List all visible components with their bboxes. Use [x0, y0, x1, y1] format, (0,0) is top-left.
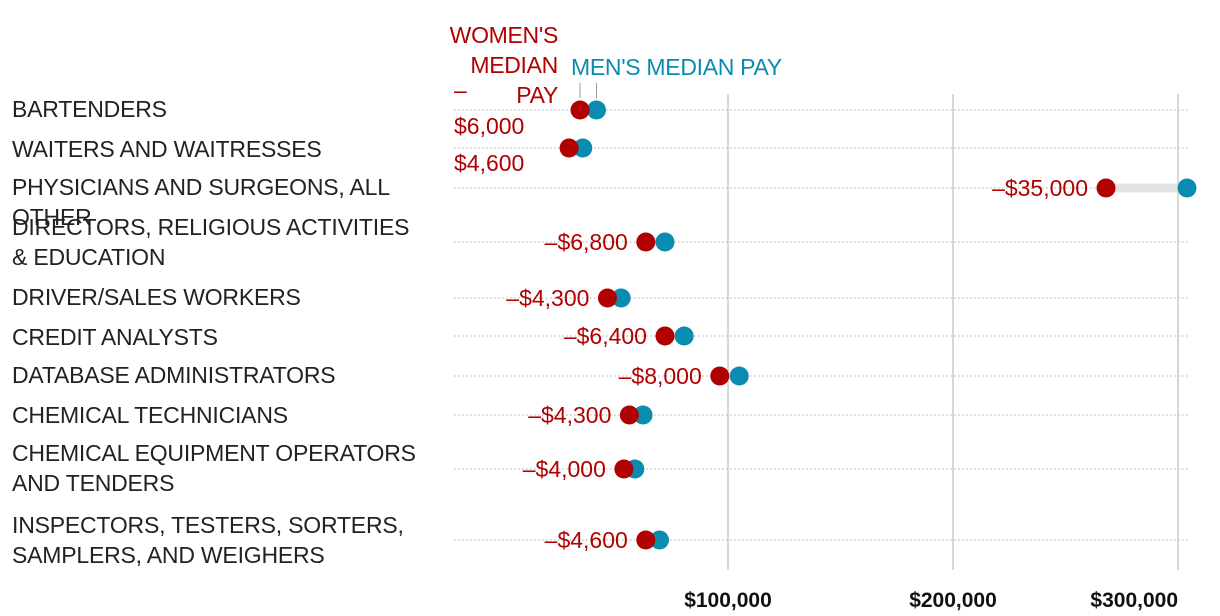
men-median-dot	[573, 138, 593, 158]
legend-women-line1: WOMEN'S MEDIAN	[449, 22, 559, 78]
x-tick-label: $200,000	[909, 589, 997, 612]
difference-label: –$4,300	[528, 402, 611, 428]
category-label: DIRECTORS, RELIGIOUS ACTIVITIES & EDUCAT…	[12, 214, 410, 270]
men-median-dot	[633, 405, 653, 425]
category-label: DATABASE ADMINISTRATORS	[12, 362, 336, 388]
women-median-dot	[619, 405, 639, 425]
men-median-dot	[611, 288, 631, 308]
women-median-dot	[655, 326, 675, 346]
category-label: WAITERS AND WAITRESSES	[12, 136, 322, 162]
difference-label: $6,000	[454, 113, 524, 139]
legend-women-line2: PAY	[516, 82, 558, 108]
women-median-dot	[559, 138, 579, 158]
difference-label: –$8,000	[619, 363, 702, 389]
legend-women: WOMEN'S MEDIAN PAY	[366, 20, 559, 110]
category-label: CHEMICAL TECHNICIANS	[12, 402, 288, 428]
men-median-dot	[586, 100, 606, 120]
women-median-dot	[636, 232, 656, 252]
category-label: PHYSICIANS AND SURGEONS, ALL OTHER	[12, 174, 389, 230]
men-median-dot	[1177, 178, 1197, 198]
women-median-dot	[614, 459, 634, 479]
women-median-dot	[597, 288, 617, 308]
men-median-dot	[655, 232, 675, 252]
difference-label: –$6,400	[564, 323, 647, 349]
x-tick-label: $100,000	[684, 589, 772, 612]
men-median-dot	[650, 530, 669, 550]
difference-label-dash: –	[454, 77, 467, 103]
difference-label: –$4,300	[506, 285, 589, 311]
women-median-dot	[710, 366, 730, 386]
women-median-dot	[636, 530, 656, 550]
category-label: DRIVER/SALES WORKERS	[12, 284, 301, 310]
men-median-dot	[674, 326, 694, 346]
difference-label: –$35,000	[992, 175, 1088, 201]
category-label: INSPECTORS, TESTERS, SORTERS, SAMPLERS, …	[12, 512, 404, 568]
legend-men: MEN'S MEDIAN PAY	[571, 54, 782, 80]
difference-label: –$4,600	[545, 527, 628, 553]
women-median-dot	[1096, 178, 1116, 198]
category-label: BARTENDERS	[12, 96, 167, 122]
men-median-dot	[729, 366, 749, 386]
women-median-dot	[570, 100, 590, 120]
difference-label: –$6,800	[545, 229, 628, 255]
x-tick-label: $300,000	[1090, 589, 1178, 612]
difference-label: $4,600	[454, 150, 524, 176]
category-label: CHEMICAL EQUIPMENT OPERATORS AND TENDERS	[12, 440, 416, 496]
category-label: CREDIT ANALYSTS	[12, 324, 218, 350]
difference-label: –$4,000	[523, 456, 606, 482]
